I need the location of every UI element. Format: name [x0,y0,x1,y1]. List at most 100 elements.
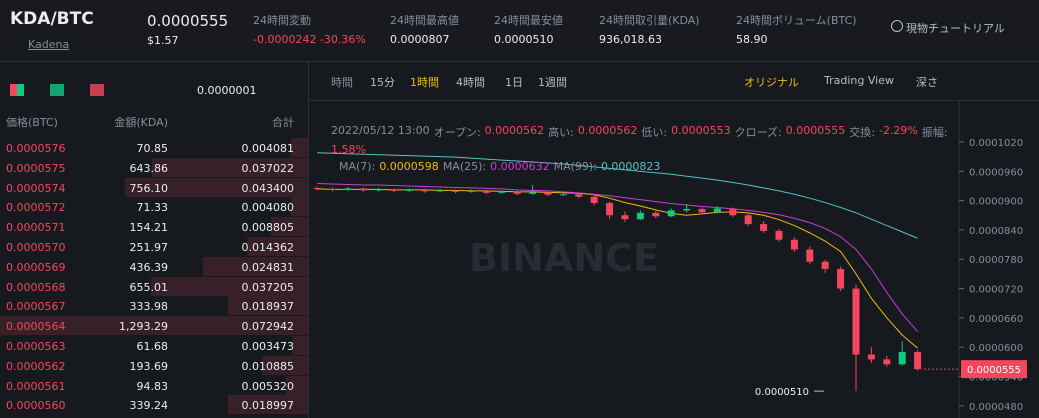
view-both[interactable] [10,84,24,96]
ma-legend: 0.0000823 [600,160,661,173]
candle-body [914,352,922,370]
view-bids[interactable] [50,84,64,96]
order-row[interactable]: 0.0000560 339.24 0.018997 [0,395,308,415]
view-asks[interactable] [90,84,104,96]
candle-body [760,224,768,231]
ohlc-text: 2022/05/12 13:00 [331,124,430,137]
candle-body [898,352,906,365]
price: 0.0000561 [6,379,66,393]
stat-value: -0.0000242 -30.36% [253,33,366,46]
interval-tab: 時間 [331,76,353,89]
total: 0.037022 [241,161,295,175]
price: 0.0000571 [6,221,66,235]
total: 0.037205 [241,280,295,294]
depth-bar [290,197,308,217]
ohlc-text: 高い: [548,126,574,139]
depth-bar [290,138,308,157]
depth-bar [151,157,308,177]
order-row[interactable]: 0.0000562 193.69 0.010885 [0,355,308,375]
candle-body [590,196,598,204]
ohlc-text: オープン: [433,126,481,139]
order-row[interactable]: 0.0000561 94.83 0.005320 [0,375,308,395]
amount: 70.85 [136,142,169,155]
amount: 756.10 [129,181,169,195]
depth-bar [262,355,308,375]
order-row[interactable]: 0.0000564 1,293.29 0.072942 [0,316,308,336]
order-row[interactable]: 0.0000574 756.10 0.043400 [0,177,308,197]
candle-body [790,239,798,250]
y-tick-label: 0.0000660 [969,314,1023,325]
depth-bar [124,177,308,197]
price: 0.0000564 [6,320,66,334]
ma-legend: 0.0000598 [379,160,439,173]
amount: 71.33 [136,201,169,215]
order-row[interactable]: 0.0000570 251.97 0.014362 [0,237,308,256]
view-tab[interactable]: オリジナル [744,76,799,89]
last-price: 0.0000555 [147,12,229,30]
candle-body [683,208,691,211]
interval-tab[interactable]: 1週間 [538,76,567,89]
stat-label: 24時間取引量(KDA) [599,14,700,27]
ma-legend: MA(25): [442,160,487,173]
total: 0.005320 [241,379,295,393]
price-tag-label: 0.0000555 [967,365,1021,376]
ohlc-text: 0.0000553 [671,124,731,137]
precision-select[interactable]: 0.0000001 [197,84,257,97]
interval-tab[interactable]: 1時間 [410,76,439,89]
candle-body [452,190,460,192]
depth-bar [203,256,308,276]
interval-tab[interactable]: 4時間 [456,76,485,89]
coin-link[interactable]: Kadena [28,38,70,51]
candle-body [606,203,614,216]
total: 0.010885 [241,359,295,373]
stat-value: 0.0000510 [494,33,554,46]
play-icon [891,20,903,32]
price: 0.0000574 [6,181,66,195]
amount: 154.21 [129,221,169,235]
amount: 94.83 [136,379,169,393]
tutorial-button[interactable]: 現物チュートリアル [906,22,1005,35]
price-tag [961,360,1027,379]
view-tab[interactable]: 深さ [916,76,938,89]
order-row[interactable]: 0.0000568 655.01 0.037205 [0,276,308,296]
y-tick-label: 0.0000900 [969,197,1023,208]
candle-body [328,188,336,190]
amount: 193.69 [129,359,169,373]
depth-bar [150,276,308,296]
ohlc-text: 0.0000562 [484,124,545,137]
interval-tab[interactable]: 1日 [505,76,523,89]
stat-label: 24時間変動 [253,14,311,27]
total: 0.004080 [241,201,295,215]
price: 0.0000569 [6,260,66,274]
total: 0.018997 [241,399,295,413]
chart-panel: 時間 15分 1時間 4時間 1日 1週間 オリジナル Trading View 深さ 0.00… [309,62,1039,418]
order-row[interactable]: 0.0000572 71.33 0.004080 [0,197,308,217]
candle-body [837,269,845,289]
order-row[interactable]: 0.0000571 154.21 0.008805 [0,217,308,237]
order-row[interactable]: 0.0000576 70.85 0.004081 [0,138,308,157]
amount: 1,293.29 [119,320,168,334]
candle-body [667,210,675,217]
amount: 655.01 [129,280,169,294]
order-row[interactable]: 0.0000575 643.86 0.037022 [0,157,308,177]
candle-body [421,189,429,192]
amount: 339.24 [129,399,169,413]
candle-body [390,189,398,191]
order-row[interactable]: 0.0000569 436.39 0.024831 [0,256,308,276]
y-tick-label: 0.0000720 [969,285,1023,296]
amount: 251.97 [129,241,169,254]
depth-bar [293,336,308,355]
view-tab[interactable]: Trading View [824,74,894,87]
order-row[interactable]: 0.0000567 333.98 0.018937 [0,296,308,316]
y-tick-label: 0.0000780 [969,255,1023,266]
candle-body [559,194,567,196]
ohlc-text: 振幅: [921,126,948,139]
candle-body [467,190,475,192]
candle-body [821,261,829,270]
interval-tab[interactable]: 15分 [370,76,395,89]
col-price: 価格(BTC) [6,116,58,129]
price: 0.0000568 [6,280,66,294]
price: 0.0000570 [6,241,66,254]
order-row[interactable]: 0.0000563 61.68 0.003473 [0,336,308,355]
price: 0.0000572 [6,201,66,215]
